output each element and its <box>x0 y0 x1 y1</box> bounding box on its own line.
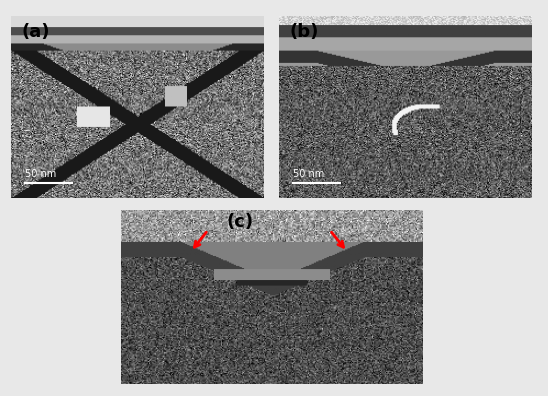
Text: 50 nm: 50 nm <box>293 169 324 179</box>
Text: (b): (b) <box>289 23 319 41</box>
Text: (c): (c) <box>226 213 253 231</box>
Text: (a): (a) <box>21 23 49 41</box>
Text: 50 nm: 50 nm <box>25 169 56 179</box>
